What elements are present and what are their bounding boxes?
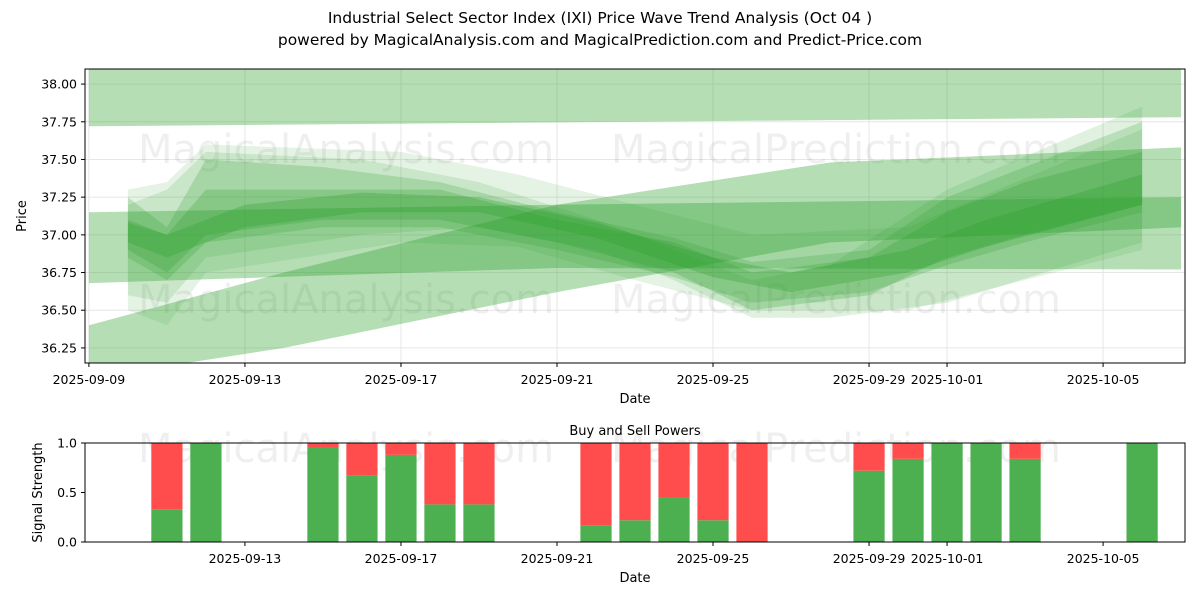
sell-bar bbox=[1009, 443, 1041, 459]
signal-y-tick-label: 1.0 bbox=[57, 436, 77, 451]
signal-x-tick-label: 2025-09-17 bbox=[365, 551, 438, 566]
x-tick-label: 2025-10-01 bbox=[911, 372, 984, 387]
price-wave-band bbox=[127, 106, 1143, 318]
signal-y-tick-label: 0.5 bbox=[57, 485, 77, 500]
y-axis-label: Price bbox=[15, 200, 30, 232]
buy-bar bbox=[1009, 458, 1041, 542]
sell-bar bbox=[619, 443, 651, 521]
buy-bar bbox=[658, 497, 690, 542]
sell-bar bbox=[580, 443, 612, 526]
price-wave-band bbox=[88, 197, 1182, 284]
buy-bar bbox=[190, 443, 222, 542]
signal-x-tick-label: 2025-09-13 bbox=[209, 551, 282, 566]
signal-y-axis-label: Signal Strength bbox=[31, 442, 46, 542]
x-tick-label: 2025-10-05 bbox=[1067, 372, 1140, 387]
sell-bar bbox=[385, 443, 417, 455]
x-axis-label: Date bbox=[619, 392, 650, 407]
y-tick-label: 37.75 bbox=[41, 114, 77, 129]
buy-bar bbox=[931, 443, 963, 542]
x-tick-label: 2025-09-25 bbox=[677, 372, 750, 387]
signal-chart-title: Buy and Sell Powers bbox=[569, 424, 700, 439]
buy-bar bbox=[385, 454, 417, 542]
price-wave-band bbox=[127, 121, 1143, 303]
buy-bar bbox=[346, 475, 378, 542]
buy-bar bbox=[151, 509, 183, 542]
y-tick-label: 36.75 bbox=[41, 265, 77, 280]
price-wave-band bbox=[127, 174, 1143, 293]
price-wave-band bbox=[127, 129, 1143, 326]
y-tick-label: 37.25 bbox=[41, 190, 77, 205]
price-bands bbox=[88, 69, 1182, 363]
x-tick-label: 2025-09-13 bbox=[209, 372, 282, 387]
sell-bar bbox=[151, 443, 183, 510]
x-tick-label: 2025-09-21 bbox=[521, 372, 594, 387]
y-tick-label: 36.50 bbox=[41, 303, 77, 318]
x-tick-label: 2025-09-29 bbox=[833, 372, 906, 387]
sell-bar bbox=[463, 443, 495, 505]
sell-bar bbox=[892, 443, 924, 459]
buy-bar bbox=[1126, 443, 1158, 542]
buy-bar bbox=[697, 520, 729, 542]
sell-bar bbox=[697, 443, 729, 521]
sell-bar bbox=[658, 443, 690, 498]
signal-x-tick-label: 2025-09-25 bbox=[677, 551, 750, 566]
sell-bar bbox=[853, 443, 885, 471]
y-tick-label: 37.00 bbox=[41, 227, 77, 242]
signal-y-tick-label: 0.0 bbox=[57, 535, 77, 550]
watermark: MagicalAnalysis.com bbox=[138, 127, 554, 173]
price-wave-band bbox=[127, 151, 1143, 311]
buy-bar bbox=[853, 470, 885, 542]
watermark: MagicalPrediction.com bbox=[611, 277, 1061, 323]
price-wave-band bbox=[88, 69, 1182, 127]
signal-x-tick-label: 2025-09-29 bbox=[833, 551, 906, 566]
price-plot-frame bbox=[84, 68, 1186, 364]
sell-bar bbox=[736, 443, 768, 542]
buy-bar bbox=[619, 520, 651, 542]
buy-bar bbox=[970, 443, 1002, 542]
chart-title: Industrial Select Sector Index (IXI) Pri… bbox=[327, 9, 873, 27]
signal-x-tick-label: 2025-10-01 bbox=[911, 551, 984, 566]
buy-bar bbox=[580, 525, 612, 542]
signal-x-tick-label: 2025-10-05 bbox=[1067, 551, 1140, 566]
signal-x-tick-label: 2025-09-21 bbox=[521, 551, 594, 566]
buy-bar bbox=[424, 504, 456, 542]
buy-bar bbox=[892, 458, 924, 542]
signal-x-axis-label: Date bbox=[619, 571, 650, 586]
chart-subtitle: powered by MagicalAnalysis.com and Magic… bbox=[277, 31, 923, 49]
sell-bar bbox=[424, 443, 456, 505]
y-tick-label: 36.25 bbox=[41, 340, 77, 355]
x-tick-label: 2025-09-09 bbox=[53, 372, 126, 387]
buy-bar bbox=[463, 504, 495, 542]
x-tick-label: 2025-09-17 bbox=[365, 372, 438, 387]
price-wave-band bbox=[88, 147, 1182, 363]
sell-bar bbox=[346, 443, 378, 476]
sell-bar bbox=[307, 443, 339, 448]
watermark: MagicalAnalysis.com bbox=[138, 277, 554, 323]
watermark: MagicalPrediction.com bbox=[611, 127, 1061, 173]
y-tick-label: 37.50 bbox=[41, 152, 77, 167]
buy-bar bbox=[307, 447, 339, 542]
y-tick-label: 38.00 bbox=[41, 77, 77, 92]
